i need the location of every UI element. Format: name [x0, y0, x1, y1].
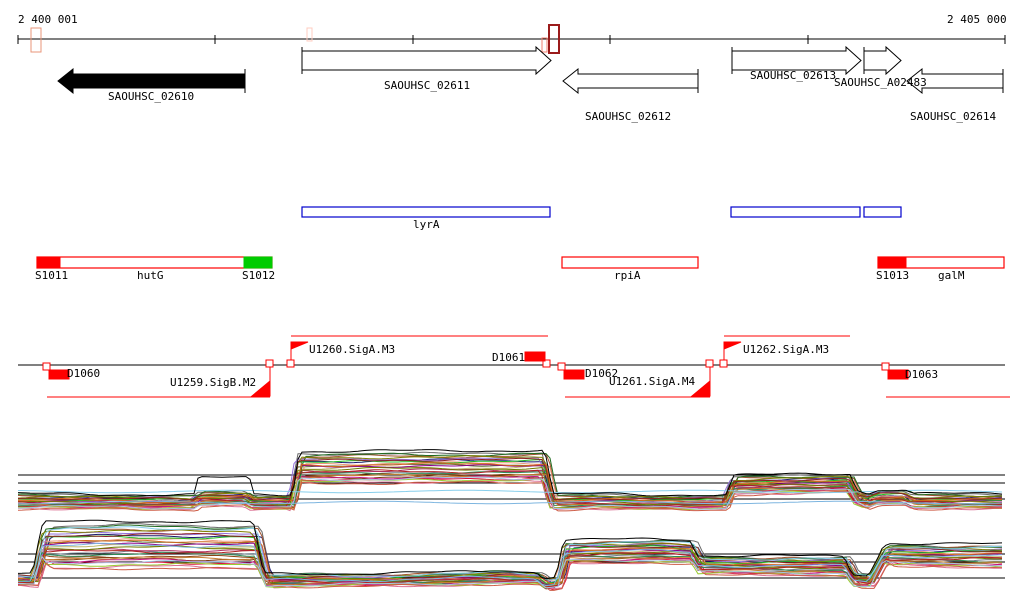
tss-flag-label: D1062	[585, 367, 619, 380]
gene-label: SAOUHSC_A02483	[834, 76, 927, 89]
feature-label: S1012	[242, 269, 276, 282]
tss-flag-label: D1063	[905, 368, 939, 381]
tss-flag-U1262.SigA.M3[interactable]	[719, 341, 742, 368]
expression-series	[17, 449, 1003, 497]
tss-flag-D1063[interactable]	[881, 362, 909, 380]
feature-label: S1011	[35, 269, 69, 282]
feature-segment[interactable]	[877, 256, 907, 269]
tss-flag-U1259.SigB.M2[interactable]	[250, 359, 274, 397]
expression-series	[18, 500, 1003, 505]
gene-label: SAOUHSC_02614	[910, 110, 997, 123]
expression-series	[17, 555, 1003, 589]
expression-series	[18, 535, 1003, 584]
expression-series	[17, 533, 1003, 582]
gene-label: SAOUHSC_02613	[750, 69, 837, 82]
operon-boxes	[301, 206, 902, 218]
ruler-start-coordinate: 2 400 001	[18, 13, 78, 26]
feature-label: hutG	[137, 269, 164, 282]
gene-label: SAOUHSC_02611	[384, 79, 471, 92]
feature-label: rpiA	[614, 269, 641, 282]
feature-segment[interactable]	[243, 256, 273, 269]
expression-series	[17, 549, 1003, 588]
expression-series	[18, 489, 1003, 494]
tss-flag-label: U1262.SigA.M3	[743, 343, 830, 356]
expression-series	[17, 457, 1003, 501]
expression-series	[17, 519, 1003, 580]
tss-flag-label: D1061	[492, 351, 526, 364]
tss-track	[18, 335, 1010, 398]
gene-arrow-SAOUHSC_02611[interactable]	[301, 45, 552, 76]
tss-flag-label: U1260.SigA.M3	[309, 343, 396, 356]
ruler-marker[interactable]	[548, 24, 560, 54]
gene-label: SAOUHSC_02610	[108, 90, 195, 103]
tss-flag-label: U1261.SigA.M4	[609, 375, 696, 388]
ruler-marker[interactable]	[30, 27, 42, 53]
tss-flag-U1260.SigA.M3[interactable]	[286, 341, 309, 368]
expression-series	[17, 561, 1003, 591]
expression-series	[17, 480, 1003, 512]
operon-label: lyrA	[413, 218, 440, 231]
expression-series	[17, 469, 1003, 507]
expression-series	[17, 542, 1003, 587]
expression-series	[17, 452, 1002, 499]
expression-panel-forward-strand-signal	[17, 449, 1005, 512]
expression-series	[17, 476, 1002, 510]
feature-bar[interactable]	[36, 256, 273, 269]
operon-box[interactable]	[730, 206, 861, 218]
tss-flag-D1060[interactable]	[42, 362, 70, 380]
tss-flag-label: D1060	[67, 367, 101, 380]
feature-bar[interactable]	[561, 256, 699, 269]
gene-arrow-SAOUHSC_A02483[interactable]	[863, 45, 902, 76]
gene-arrows	[57, 45, 1004, 95]
expression-panel-reverse-strand-signal	[17, 519, 1005, 591]
gene-arrow-SAOUHSC_02612[interactable]	[562, 67, 699, 95]
ruler-marker[interactable]	[306, 27, 313, 42]
feature-label: galM	[938, 269, 965, 282]
tss-flag-label: U1259.SigB.M2	[170, 376, 257, 389]
ruler	[17, 24, 1006, 54]
expression-series	[17, 455, 1003, 500]
tss-flag-D1061[interactable]	[524, 351, 551, 368]
tss-flag-D1062[interactable]	[557, 362, 585, 380]
expression-series	[17, 473, 1002, 509]
operon-box[interactable]	[863, 206, 902, 218]
feature-segment[interactable]	[36, 256, 61, 269]
feature-bars	[36, 256, 1005, 269]
gene-label: SAOUHSC_02612	[585, 110, 672, 123]
operon-box[interactable]	[301, 206, 551, 218]
feature-label: S1013	[876, 269, 910, 282]
ruler-marker[interactable]	[541, 37, 548, 53]
ruler-end-coordinate: 2 405 000	[947, 13, 1007, 26]
tss-flag-U1261.SigA.M4[interactable]	[690, 359, 714, 397]
